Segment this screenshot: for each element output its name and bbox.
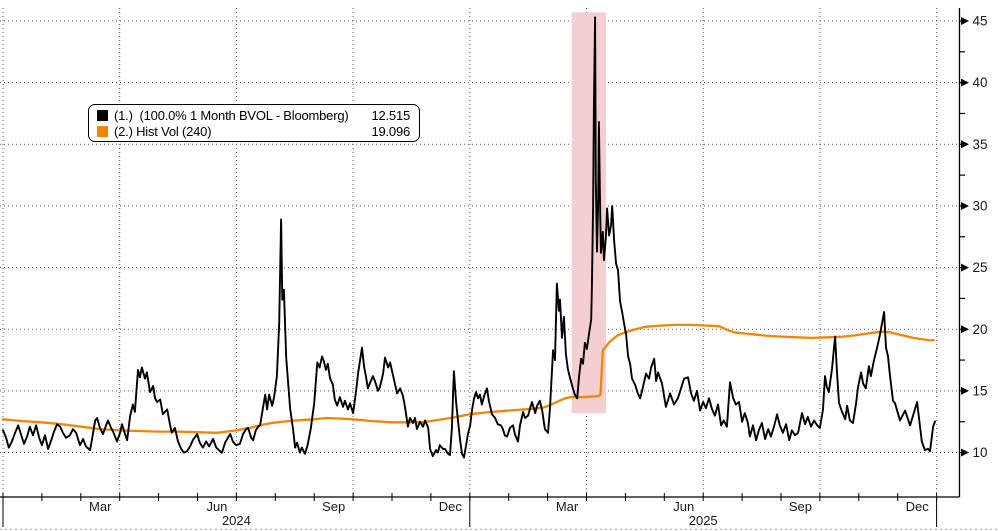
- x-axis-month-label: Dec: [439, 499, 463, 514]
- y-axis-label: 20: [973, 322, 988, 337]
- series-line-hist-vol: [1, 323, 936, 434]
- y-tick-arrow-icon: [961, 201, 969, 210]
- y-axis-label: 10: [973, 445, 988, 460]
- y-tick-arrow-icon: [961, 448, 969, 457]
- y-tick-arrow-icon: [961, 386, 969, 395]
- x-axis-month-label: Jun: [673, 499, 694, 514]
- y-axis-label: 15: [973, 383, 988, 398]
- y-tick-arrow-icon: [961, 140, 969, 149]
- legend-row-bvol[interactable]: (1.) (100.0% 1 Month BVOL - Bloomberg) 1…: [97, 107, 410, 123]
- y-tick-arrow-icon: [961, 325, 969, 334]
- series-1-swatch-icon: [97, 109, 108, 121]
- y-axis-label: 35: [973, 137, 988, 152]
- y-axis-label: 40: [973, 75, 988, 90]
- y-axis-label: 30: [973, 198, 988, 213]
- x-axis-year-label: 2025: [689, 513, 718, 528]
- legend-box: (1.) (100.0% 1 Month BVOL - Bloomberg) 1…: [88, 104, 420, 142]
- x-axis-month-label: Sep: [322, 499, 345, 514]
- y-axis-label: 45: [973, 14, 988, 29]
- y-tick-arrow-icon: [961, 78, 969, 87]
- x-axis-month-label: Sep: [789, 499, 812, 514]
- x-axis-month-label: Mar: [556, 499, 579, 514]
- x-axis-year-label: 2024: [222, 513, 251, 528]
- series-2-swatch-icon: [97, 125, 108, 137]
- series-1-value: 12.515: [371, 107, 410, 123]
- x-axis-month-label: Jun: [206, 499, 227, 514]
- x-axis-month-label: Mar: [89, 499, 112, 514]
- y-axis-label: 25: [973, 260, 988, 275]
- y-tick-arrow-icon: [961, 17, 969, 25]
- y-tick-arrow-icon: [961, 263, 969, 272]
- series-2-value: 19.096: [371, 123, 410, 139]
- series-2-label: (2.) Hist Vol (240): [114, 123, 212, 139]
- series-line-1-month-bvol: [2, 16, 936, 459]
- x-axis-month-label: Dec: [906, 499, 930, 514]
- series-1-label: (1.) (100.0% 1 Month BVOL - Bloomberg): [114, 107, 349, 123]
- legend-row-histvol[interactable]: (2.) Hist Vol (240) 19.096: [97, 123, 410, 139]
